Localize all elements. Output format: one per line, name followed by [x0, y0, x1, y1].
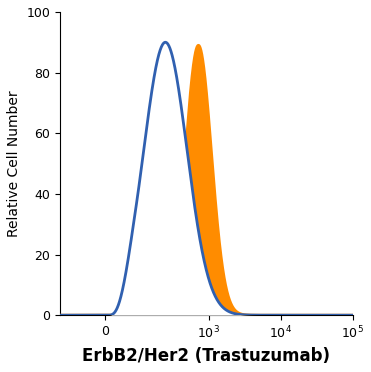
Y-axis label: Relative Cell Number: Relative Cell Number	[7, 90, 21, 237]
X-axis label: ErbB2/Her2 (Trastuzumab): ErbB2/Her2 (Trastuzumab)	[82, 347, 330, 365]
